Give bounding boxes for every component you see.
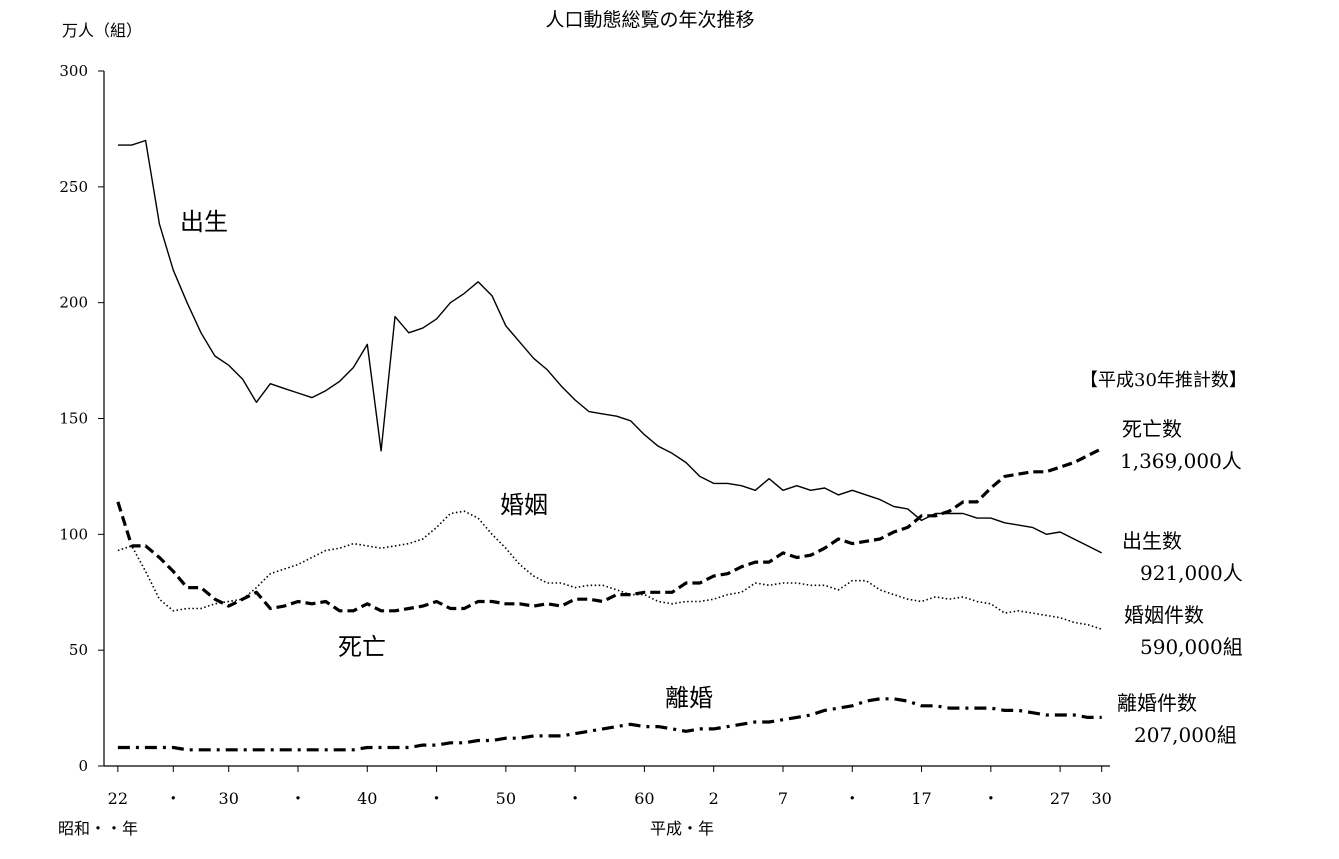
x-tick-label: 30 — [219, 789, 239, 808]
x-tick-label: 30 — [1092, 789, 1112, 808]
x-tick-label: ・ — [567, 789, 583, 808]
x-tick-label: ・ — [165, 789, 181, 808]
x-tick-label: 27 — [1050, 789, 1070, 808]
end-label-marriage-name: 婚姻件数 — [1124, 603, 1204, 627]
series-line-marriage — [117, 510, 1102, 631]
x-tick-label: 7 — [778, 789, 788, 808]
end-label-birth-value: 921,000人 — [1140, 561, 1243, 585]
x-tick-label: 2 — [709, 789, 719, 808]
x-tick-label: ・ — [844, 789, 860, 808]
x-ticks: 22 ・ 30 ・ 40 ・ 50 ・ 60 2 7 ・ 17 ・ 27 30 — [108, 766, 1112, 808]
y-ticks: 0 50 100 150 200 250 300 — [59, 62, 104, 775]
end-label-divorce-name: 離婚件数 — [1117, 691, 1197, 715]
y-tick-label: 150 — [59, 410, 88, 428]
y-tick-label: 250 — [59, 178, 88, 196]
series-label-marriage: 婚姻 — [500, 491, 548, 519]
chart-title: 人口動態総覧の年次推移 — [545, 9, 754, 31]
series-line-death — [116, 447, 1103, 613]
y-tick-label: 200 — [59, 294, 88, 312]
y-tick-label: 100 — [59, 525, 88, 543]
x-tick-label: 40 — [357, 789, 377, 808]
series-label-death: 死亡 — [338, 633, 386, 661]
end-label-divorce-value: 207,000組 — [1134, 723, 1237, 747]
x-tick-label: ・ — [290, 789, 306, 808]
x-era-label-heisei: 平成・年 — [650, 819, 714, 838]
end-label-death-value: 1,369,000人 — [1120, 449, 1242, 473]
x-tick-label: 22 — [108, 789, 128, 808]
series-lines — [116, 139, 1103, 752]
axes — [103, 71, 1110, 767]
end-label-birth-name: 出生数 — [1122, 529, 1182, 553]
x-tick-label: ・ — [429, 789, 445, 808]
end-label-death-name: 死亡数 — [1122, 417, 1182, 441]
x-tick-label: 60 — [634, 789, 654, 808]
series-line-birth — [117, 139, 1103, 554]
series-label-birth: 出生 — [180, 208, 228, 236]
y-tick-label: 300 — [59, 62, 88, 80]
x-tick-label: ・ — [983, 789, 999, 808]
y-tick-label: 50 — [69, 641, 88, 659]
end-label-marriage-value: 590,000組 — [1140, 635, 1243, 659]
series-line-divorce — [117, 697, 1102, 752]
y-axis-label: 万人（組） — [62, 21, 142, 40]
series-label-divorce: 離婚 — [665, 684, 713, 712]
x-tick-label: 50 — [496, 789, 516, 808]
x-era-label-showa: 昭和・・年 — [58, 819, 138, 838]
x-tick-label: 17 — [911, 789, 931, 808]
y-tick-label: 0 — [78, 757, 88, 775]
legend-title: 【平成30年推計数】 — [1080, 370, 1247, 391]
